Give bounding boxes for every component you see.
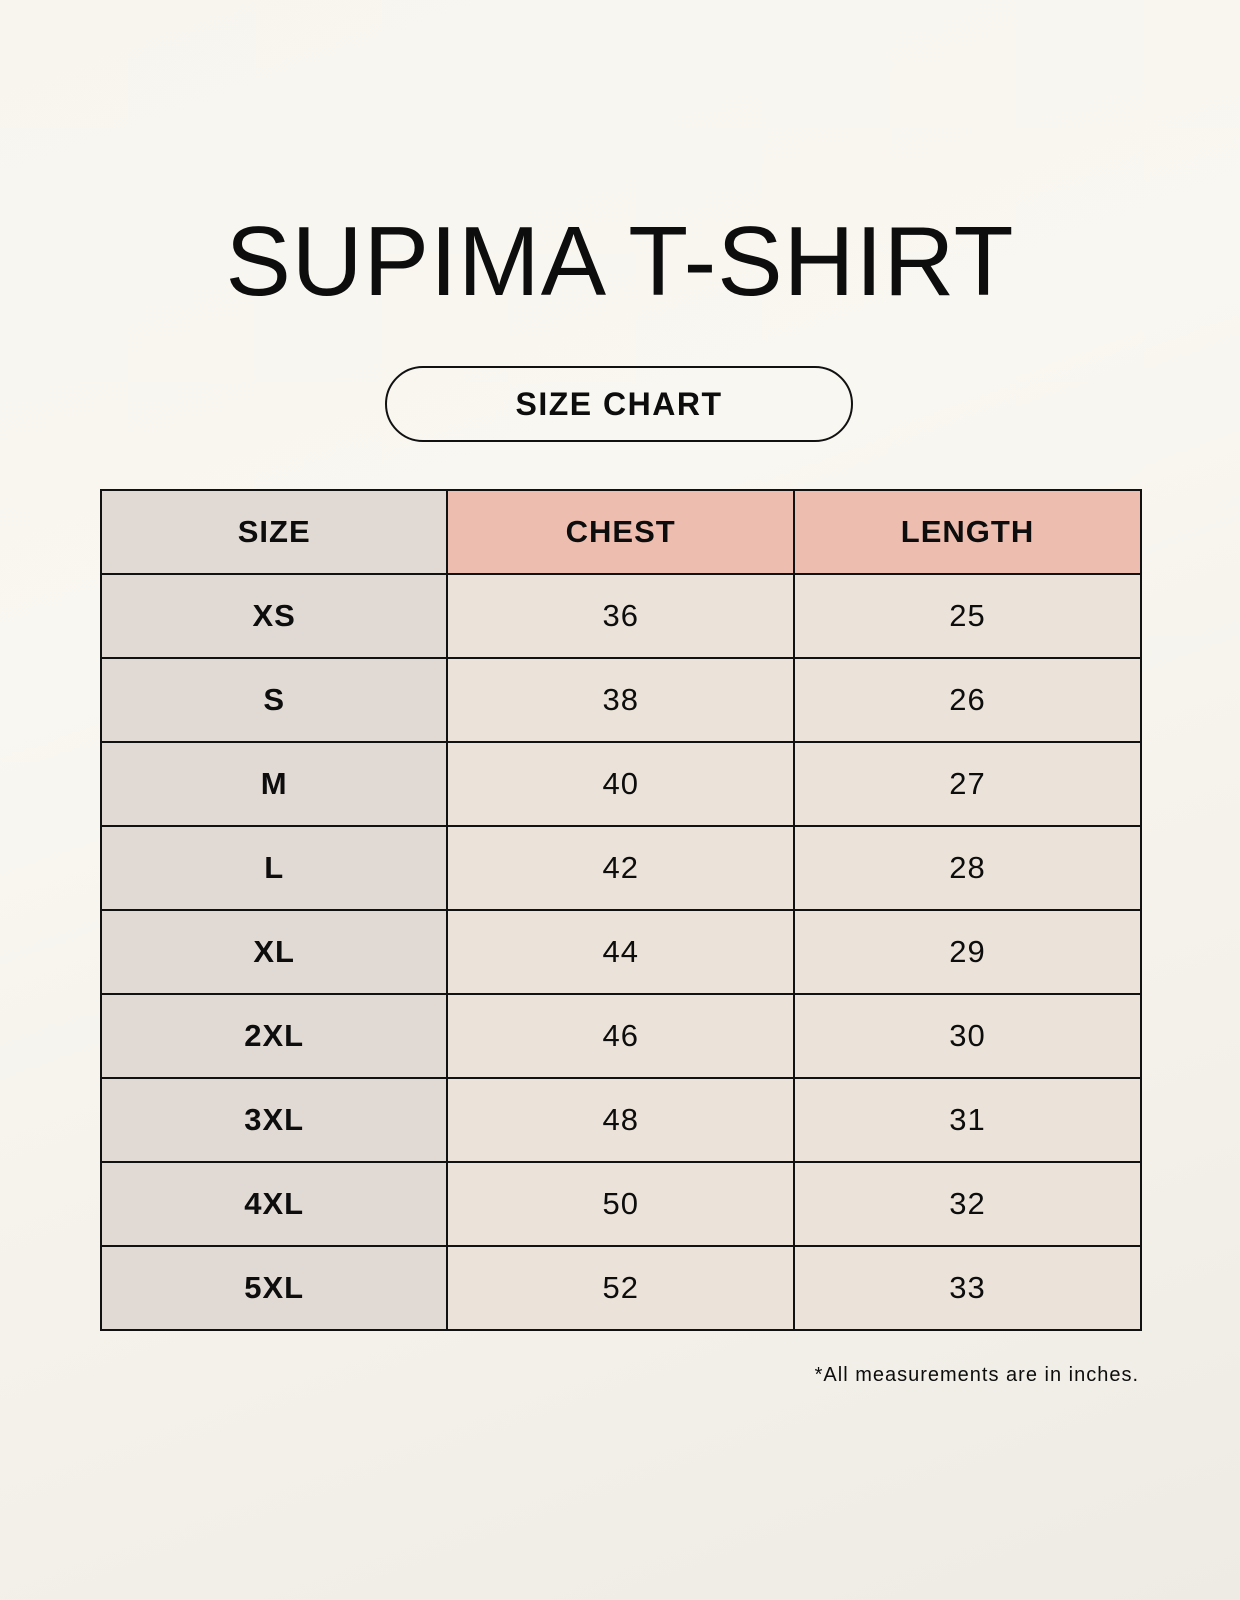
cell-length: 33 (793, 1245, 1142, 1331)
cell-length: 27 (793, 741, 1142, 827)
header-chest: CHEST (446, 489, 796, 575)
cell-length: 29 (793, 909, 1142, 995)
header-length: LENGTH (793, 489, 1142, 575)
cell-size: S (99, 657, 449, 743)
size-chart-table: SIZE CHEST LENGTH XS 36 25 S 38 26 M 40 27 L 42 28 X… (99, 489, 1142, 1331)
table-row: XL 44 29 (99, 909, 1142, 995)
cell-chest: 44 (446, 909, 796, 995)
cell-size: L (99, 825, 449, 911)
cell-size: 5XL (99, 1245, 449, 1331)
table-row: 3XL 48 31 (99, 1077, 1142, 1163)
cell-chest: 36 (446, 573, 796, 659)
cell-size: 3XL (99, 1077, 449, 1163)
cell-size: XS (99, 573, 449, 659)
table-row: 5XL 52 33 (99, 1245, 1142, 1331)
cell-chest: 48 (446, 1077, 796, 1163)
table-header-row: SIZE CHEST LENGTH (99, 489, 1142, 575)
table-row: XS 36 25 (99, 573, 1142, 659)
cell-length: 31 (793, 1077, 1142, 1163)
table-row: M 40 27 (99, 741, 1142, 827)
cell-chest: 42 (446, 825, 796, 911)
size-chart-label: SIZE CHART (385, 366, 853, 442)
cell-size: M (99, 741, 449, 827)
cell-length: 25 (793, 573, 1142, 659)
cell-chest: 38 (446, 657, 796, 743)
cell-size: XL (99, 909, 449, 995)
table-row: 4XL 50 32 (99, 1161, 1142, 1247)
cell-chest: 52 (446, 1245, 796, 1331)
cell-length: 32 (793, 1161, 1142, 1247)
cell-size: 2XL (99, 993, 449, 1079)
table-row: S 38 26 (99, 657, 1142, 743)
cell-length: 26 (793, 657, 1142, 743)
table-row: L 42 28 (99, 825, 1142, 911)
cell-length: 30 (793, 993, 1142, 1079)
table-row: 2XL 46 30 (99, 993, 1142, 1079)
cell-chest: 46 (446, 993, 796, 1079)
cell-size: 4XL (99, 1161, 449, 1247)
cell-chest: 40 (446, 741, 796, 827)
footnote: *All measurements are in inches. (814, 1364, 1139, 1386)
page-title: SUPIMA T-SHIRT (225, 206, 1015, 316)
cell-length: 28 (793, 825, 1142, 911)
cell-chest: 50 (446, 1161, 796, 1247)
header-size: SIZE (99, 489, 449, 575)
